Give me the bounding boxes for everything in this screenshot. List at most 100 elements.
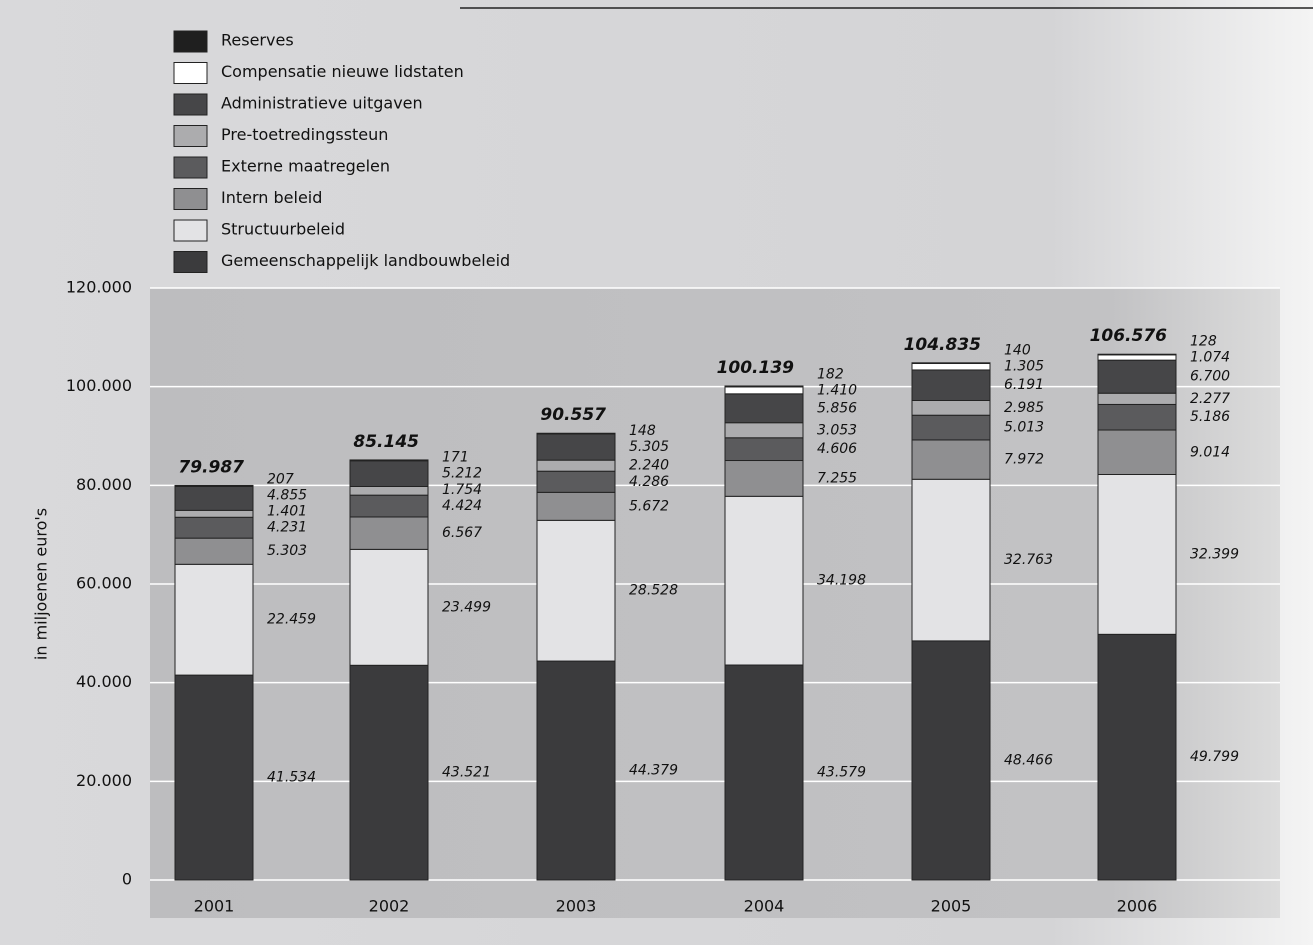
value-label: 207: [267, 472, 294, 488]
bar-segment: [911, 439, 991, 480]
bar-segment: [349, 664, 429, 881]
x-tick-label: 2004: [744, 897, 785, 916]
x-tick-label: 2003: [556, 897, 597, 916]
value-label: 23.499: [442, 599, 491, 615]
value-label: 43.521: [442, 765, 491, 781]
value-label: 1.410: [817, 382, 857, 398]
legend-swatch: [173, 30, 208, 53]
total-label: 85.145: [353, 432, 419, 452]
value-label: 2.240: [629, 458, 669, 474]
legend-swatch: [173, 62, 208, 84]
bar-segment: [1097, 473, 1177, 635]
value-label: 2.277: [1190, 391, 1230, 407]
value-label: 4.855: [267, 488, 307, 504]
bar-segment: [174, 674, 254, 881]
bar-segment: [174, 563, 254, 676]
value-label: 5.303: [267, 543, 307, 559]
bar-segment: [536, 433, 616, 461]
value-label: 41.534: [267, 770, 316, 786]
y-tick-label: 60.000: [76, 574, 132, 593]
legend-label: Administratieve uitgaven: [221, 94, 423, 113]
value-label: 9.014: [1190, 444, 1230, 460]
bar-segment: [724, 437, 804, 462]
bar-segment: [1097, 633, 1177, 881]
legend-swatch: [173, 156, 208, 179]
bar-segment: [724, 460, 804, 497]
total-label: 106.576: [1090, 326, 1168, 346]
y-tick-label: 40.000: [76, 672, 132, 691]
bar-segment: [1097, 359, 1177, 394]
bar-segment: [349, 485, 429, 496]
value-label: 5.672: [629, 498, 669, 514]
value-label: 1.754: [442, 482, 482, 498]
bar-segment: [174, 509, 254, 518]
value-label: 5.856: [817, 400, 857, 416]
bar-segment: [536, 519, 616, 662]
bar-segment: [911, 414, 991, 441]
bar-segment: [536, 491, 616, 521]
bar-segment: [1097, 429, 1177, 475]
legend-label: Pre-toetredingssteun: [221, 125, 388, 144]
value-label: 128: [1190, 334, 1217, 350]
value-label: 182: [817, 366, 844, 382]
bar-segment: [1097, 353, 1177, 356]
value-label: 1.305: [1004, 359, 1044, 375]
y-tick-label: 120.000: [66, 278, 132, 297]
bar-segment: [349, 459, 429, 462]
bar-segment: [1097, 403, 1177, 431]
bar-segment: [911, 363, 991, 371]
value-label: 171: [442, 450, 469, 466]
total-label: 100.139: [717, 358, 795, 378]
value-label: 4.286: [629, 474, 669, 490]
value-label: 4.231: [267, 520, 307, 536]
value-label: 5.013: [1004, 420, 1044, 436]
bar-segment: [174, 537, 254, 565]
legend-swatch: [173, 125, 208, 147]
value-label: 148: [629, 423, 656, 439]
value-label: 1.074: [1190, 350, 1230, 366]
y-tick-label: 20.000: [76, 771, 132, 790]
bar-segment: [349, 494, 429, 518]
legend-swatch: [173, 188, 208, 210]
bar-segment: [911, 478, 991, 642]
bar-segment: [349, 460, 429, 487]
bar-segment: [724, 495, 804, 666]
bar-segment: [911, 362, 991, 365]
legend-swatch: [173, 93, 208, 116]
bar-segment: [536, 660, 616, 881]
bar-segment: [911, 369, 991, 401]
bar-segment: [536, 459, 616, 472]
bar-segment: [174, 484, 254, 487]
value-label: 140: [1004, 343, 1031, 359]
value-label: 34.198: [817, 573, 866, 589]
x-tick-label: 2001: [194, 897, 235, 916]
bar-segment: [724, 664, 804, 881]
value-label: 2.985: [1004, 400, 1044, 416]
legend-swatch: [173, 219, 208, 242]
bar-segment: [724, 393, 804, 424]
value-label: 6.567: [442, 525, 482, 541]
bar-segment: [724, 385, 804, 388]
legend-swatch: [173, 251, 208, 273]
y-axis-label: in miljoenen euro's: [32, 508, 51, 660]
legend-label: Compensatie nieuwe lidstaten: [221, 62, 464, 81]
bar-segment: [174, 516, 254, 539]
value-label: 5.305: [629, 439, 669, 455]
value-label: 4.424: [442, 498, 482, 514]
total-label: 90.557: [540, 405, 606, 425]
value-label: 5.186: [1190, 409, 1230, 425]
x-tick-label: 2002: [369, 897, 410, 916]
legend-label: Gemeenschappelijk landbouwbeleid: [221, 251, 510, 270]
x-tick-label: 2005: [931, 897, 972, 916]
value-label: 5.212: [442, 466, 482, 482]
y-tick-label: 80.000: [76, 475, 132, 494]
bar-segment: [536, 470, 616, 493]
plot-area: [150, 288, 1280, 918]
bar-segment: [724, 386, 804, 395]
value-label: 4.606: [817, 441, 857, 457]
y-tick-label: 100.000: [66, 376, 132, 395]
y-tick-label: 0: [122, 870, 132, 889]
bar-segment: [349, 516, 429, 550]
bar-segment: [1097, 392, 1177, 405]
